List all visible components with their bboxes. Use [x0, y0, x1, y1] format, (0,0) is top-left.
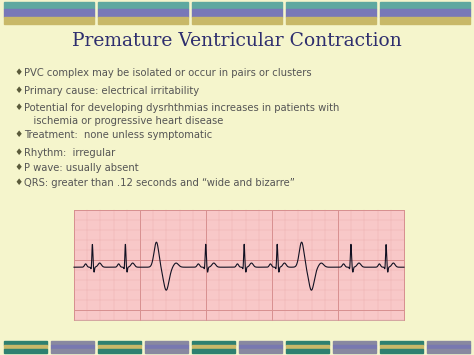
Bar	[286, 341, 329, 345]
Bar	[286, 2, 376, 9]
Text: Primary cause: electrical irritability: Primary cause: electrical irritability	[24, 86, 199, 96]
Text: ♦: ♦	[14, 86, 22, 95]
Bar	[427, 349, 470, 353]
Text: Rhythm:  irregular: Rhythm: irregular	[24, 148, 115, 158]
Bar	[380, 9, 470, 17]
Text: ♦: ♦	[14, 130, 22, 139]
Text: Premature Ventricular Contraction: Premature Ventricular Contraction	[72, 32, 402, 50]
Bar	[4, 349, 47, 353]
Text: Potential for developing dysrhthmias increases in patients with
   ischemia or p: Potential for developing dysrhthmias inc…	[24, 103, 339, 126]
Bar	[192, 2, 282, 9]
Bar	[98, 349, 141, 353]
Bar	[286, 17, 376, 24]
Bar	[286, 9, 376, 17]
Bar	[98, 341, 141, 345]
Bar	[239, 349, 282, 353]
Bar	[192, 349, 235, 353]
Bar	[145, 349, 188, 353]
Bar	[333, 341, 376, 345]
Bar	[51, 341, 94, 345]
Bar	[239, 341, 282, 345]
Bar	[286, 349, 329, 353]
Bar	[286, 345, 329, 349]
Bar	[192, 17, 282, 24]
Bar	[98, 17, 188, 24]
Text: QRS: greater than .12 seconds and “wide and bizarre”: QRS: greater than .12 seconds and “wide …	[24, 178, 295, 188]
Text: P wave: usually absent: P wave: usually absent	[24, 163, 138, 173]
Bar	[333, 345, 376, 349]
Text: PVC complex may be isolated or occur in pairs or clusters: PVC complex may be isolated or occur in …	[24, 68, 311, 78]
Text: ♦: ♦	[14, 163, 22, 172]
Bar	[380, 349, 423, 353]
Text: ♦: ♦	[14, 178, 22, 187]
Bar	[98, 2, 188, 9]
Bar	[4, 345, 47, 349]
Bar	[380, 17, 470, 24]
Bar	[427, 341, 470, 345]
Bar	[192, 345, 235, 349]
Bar	[427, 345, 470, 349]
Bar	[380, 2, 470, 9]
Bar	[4, 17, 94, 24]
Bar	[4, 2, 94, 9]
Text: ♦: ♦	[14, 148, 22, 157]
Text: ♦: ♦	[14, 68, 22, 77]
Bar	[239, 345, 282, 349]
Bar	[51, 345, 94, 349]
Bar	[192, 9, 282, 17]
Bar	[333, 349, 376, 353]
Bar	[51, 349, 94, 353]
Bar	[4, 341, 47, 345]
Bar	[98, 9, 188, 17]
Bar	[98, 345, 141, 349]
Bar	[4, 9, 94, 17]
Bar	[380, 341, 423, 345]
Text: Treatment:  none unless symptomatic: Treatment: none unless symptomatic	[24, 130, 212, 140]
Bar	[380, 345, 423, 349]
Bar	[145, 341, 188, 345]
Text: ♦: ♦	[14, 103, 22, 112]
Bar	[74, 210, 404, 320]
Bar	[192, 341, 235, 345]
Bar	[145, 345, 188, 349]
